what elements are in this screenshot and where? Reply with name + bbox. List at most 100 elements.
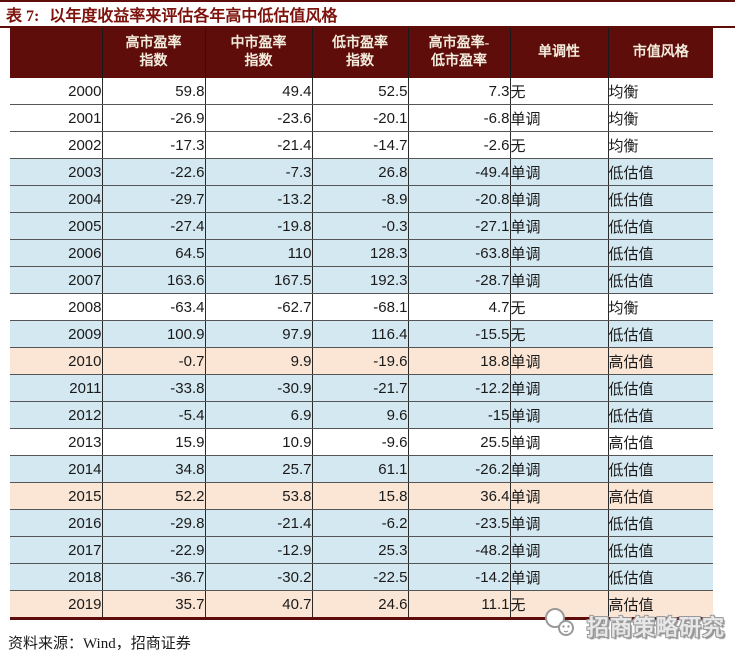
monotonicity-cell: 单调 [510,347,609,375]
monotonicity-cell: 单调 [510,509,609,537]
cap-style-cell: 低估值 [608,455,713,483]
table-row: 2019 35.7 40.7 24.6 11.1 无高估值 [10,590,713,619]
low-pe-cell: -6.2 [312,509,409,537]
mid-pe-cell: -30.2 [205,563,313,591]
mid-pe-cell: 53.8 [205,482,313,510]
year-cell: 2016 [10,509,103,537]
watermark-text: 招商策略研究 [586,614,725,640]
monotonicity-cell: 单调 [510,428,609,456]
monotonicity-cell: 无 [510,78,609,105]
year-cell: 2007 [10,266,103,294]
cap-style-cell: 高估值 [608,347,713,375]
table-row: 2011 -33.8 -30.9 -21.7 -12.2 单调 低估值 [10,374,713,402]
low-pe-cell: -20.1 [312,104,409,132]
cap-style-cell: 低估值 [608,536,713,564]
spread-cell: -12.2 [408,374,511,402]
spread-cell: -63.8 [408,239,511,267]
cap-style-cell: 高估值 [608,428,713,456]
low-pe-cell: 116.4 [312,320,409,348]
cap-style-cell: 低估值 [608,212,713,240]
cap-style-cell: 均衡 [608,131,713,159]
high-pe-cell: 100.9 [102,320,206,348]
mid-pe-cell: -19.8 [205,212,313,240]
high-pe-cell: -26.9 [102,104,206,132]
spread-cell: 11.1 [408,590,511,619]
monotonicity-cell: 单调 [510,563,609,591]
mid-pe-cell: -12.9 [205,536,313,564]
high-pe-cell: 35.7 [102,590,206,619]
low-pe-cell: 15.8 [312,482,409,510]
top-rule [0,0,735,2]
low-pe-cell: 25.3 [312,536,409,564]
spread-cell: -26.2 [408,455,511,483]
year-cell: 2010 [10,347,103,375]
spread-cell: 7.3 [408,78,511,105]
cap-style-cell: 低估值 [608,563,713,591]
cap-style-cell: 均衡 [608,104,713,132]
spread-cell: 18.8 [408,347,511,375]
mid-pe-cell: -21.4 [205,131,313,159]
header-high-pe-index: 高市盈率 指数 [102,28,206,78]
cap-style-cell: 高估值 [608,590,713,619]
cap-style-cell: 高估值 [608,482,713,510]
year-cell: 2001 [10,104,103,132]
year-cell: 2018 [10,563,103,591]
cap-style-cell: 低估值 [608,239,713,267]
low-pe-cell: 52.5 [312,78,409,105]
spread-cell: -28.7 [408,266,511,294]
spread-cell: -48.2 [408,536,511,564]
year-cell: 2011 [10,374,103,402]
table-header-row: 高市盈率 指数 中市盈率 指数 低市盈率 指数 高市盈率- 低市盈率 单调性 市… [10,28,713,78]
cap-style-cell: 低估值 [608,401,713,429]
year-cell: 2000 [10,78,103,105]
monotonicity-cell: 单调 [510,536,609,564]
monotonicity-cell: 单调 [510,266,609,294]
table-row: 2002 -17.3 -21.4 -14.7 -2.6 无均衡 [10,131,713,159]
high-pe-cell: 64.5 [102,239,206,267]
monotonicity-cell: 单调 [510,185,609,213]
year-cell: 2014 [10,455,103,483]
mid-pe-cell: -21.4 [205,509,313,537]
table-row: 2000 59.8 49.4 52.5 7.3 无均衡 [10,78,713,105]
spread-cell: -15.5 [408,320,511,348]
mid-pe-cell: 97.9 [205,320,313,348]
high-pe-cell: -63.4 [102,293,206,321]
header-mid-pe-index: 中市盈率 指数 [205,28,313,78]
year-cell: 2008 [10,293,103,321]
high-pe-cell: 15.9 [102,428,206,456]
high-pe-cell: 52.2 [102,482,206,510]
table-row: 2009 100.9 97.9 116.4 -15.5 无低估值 [10,320,713,348]
monotonicity-cell: 单调 [510,374,609,402]
table-row: 2010 -0.7 9.9 -19.6 18.8 单调 高估值 [10,347,713,375]
mid-pe-cell: 9.9 [205,347,313,375]
table-row: 2017 -22.9 -12.9 25.3 -48.2 单调 低估值 [10,536,713,564]
mid-pe-cell: 110 [205,239,313,267]
low-pe-cell: -8.9 [312,185,409,213]
monotonicity-cell: 单调 [510,158,609,186]
table-row: 2008 -63.4 -62.7 -68.1 4.7 无均衡 [10,293,713,321]
table-row: 2012 -5.4 6.9 9.6 -15 单调 低估值 [10,401,713,429]
spread-cell: 4.7 [408,293,511,321]
low-pe-cell: 26.8 [312,158,409,186]
year-cell: 2003 [10,158,103,186]
low-pe-cell: -9.6 [312,428,409,456]
high-pe-cell: -27.4 [102,212,206,240]
mid-pe-cell: 49.4 [205,78,313,105]
cap-style-cell: 低估值 [608,320,713,348]
monotonicity-cell: 单调 [510,401,609,429]
year-cell: 2005 [10,212,103,240]
table-row: 2014 34.8 25.7 61.1 -26.2 单调 低估值 [10,455,713,483]
high-pe-cell: -22.6 [102,158,206,186]
low-pe-cell: -68.1 [312,293,409,321]
low-pe-cell: 61.1 [312,455,409,483]
high-pe-cell: 59.8 [102,78,206,105]
low-pe-cell: 128.3 [312,239,409,267]
monotonicity-cell: 单调 [510,455,609,483]
year-cell: 2009 [10,320,103,348]
high-pe-cell: -36.7 [102,563,206,591]
year-cell: 2017 [10,536,103,564]
spread-cell: -20.8 [408,185,511,213]
mid-pe-cell: -30.9 [205,374,313,402]
year-cell: 2019 [10,590,103,619]
high-pe-cell: -22.9 [102,536,206,564]
